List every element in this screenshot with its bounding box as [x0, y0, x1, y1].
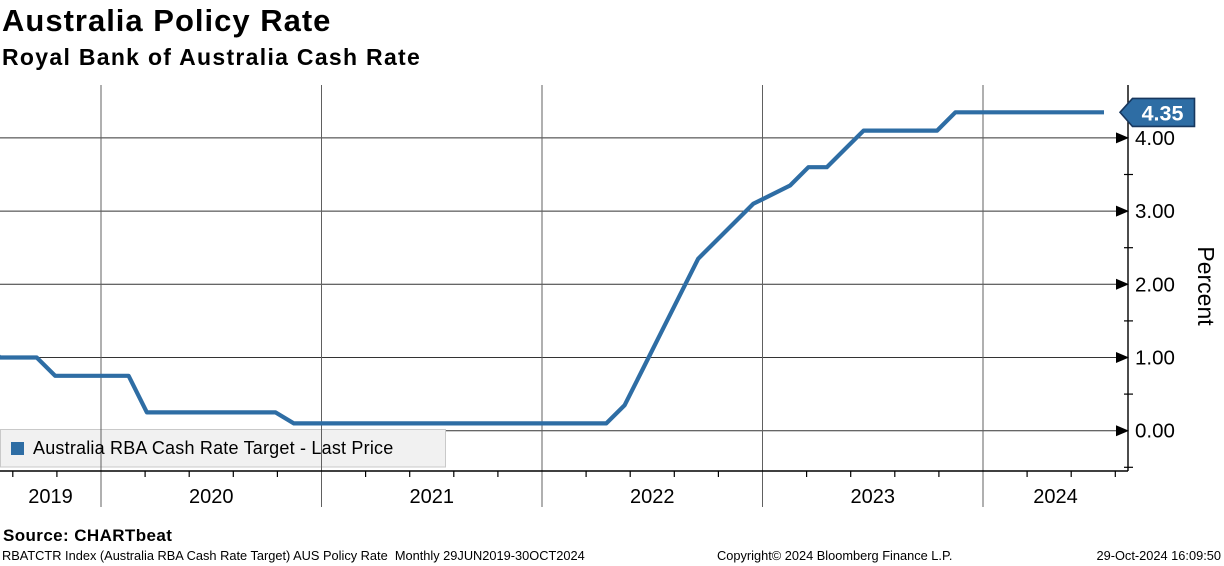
x-axis-year-label: 2020 [189, 486, 234, 508]
chart-subtitle: Royal Bank of Australia Cash Rate [2, 44, 422, 70]
footer-description: RBATCTR Index (Australia RBA Cash Rate T… [2, 548, 585, 563]
legend-background [0, 429, 446, 468]
y-axis-tick-label: 3.00 [1135, 200, 1175, 223]
y-tick-arrow-icon [1116, 425, 1129, 437]
cash-rate-line [0, 110, 1104, 426]
x-axis-year-label: 2024 [1033, 486, 1078, 508]
x-axis-year-label: 2021 [410, 486, 455, 508]
legend-series-label: Australia RBA Cash Rate Target - Last Pr… [33, 438, 394, 458]
y-axis-tick-label: 2.00 [1135, 273, 1175, 296]
y-tick-arrow-icon [1116, 205, 1129, 217]
x-axis-year-label: 2019 [28, 486, 73, 508]
y-tick-arrow-icon [1116, 352, 1129, 363]
legend: Australia RBA Cash Rate Target - Last Pr… [0, 430, 446, 467]
chart-title: Australia Policy Rate [2, 3, 332, 38]
x-axis-year-label: 2022 [630, 486, 675, 508]
y-tick-arrow-icon [1116, 132, 1129, 144]
source-label: Source: CHARTbeat [3, 526, 173, 545]
y-axis-tick-label: 4.00 [1135, 127, 1175, 150]
y-axis-title: Percent [1193, 246, 1219, 326]
x-axis-year-label: 2023 [851, 486, 896, 508]
last-price-value: 4.35 [1142, 101, 1184, 125]
footer-copyright: Copyright© 2024 Bloomberg Finance L.P. [717, 548, 953, 563]
y-tick-arrow-icon [1116, 278, 1129, 290]
footer-timestamp: 29-Oct-2024 16:09:50 [1096, 548, 1221, 563]
legend-series-marker [11, 442, 24, 455]
last-price-tag [1118, 97, 1196, 128]
y-axis-tick-label: 1.00 [1135, 347, 1175, 370]
y-axis-tick-label: 0.00 [1135, 420, 1175, 443]
